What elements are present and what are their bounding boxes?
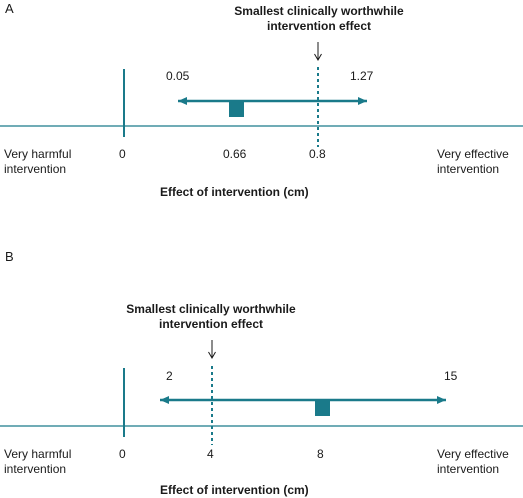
- panel-b-graphic: [0, 340, 523, 445]
- panel-a-graphic: [0, 42, 523, 147]
- right-end-label: Very effective intervention: [437, 447, 509, 476]
- ci-lower-label: 2: [166, 369, 173, 383]
- x-axis-title: Effect of intervention (cm): [160, 483, 309, 497]
- tick-label: 4: [207, 447, 214, 461]
- tick-label: 0: [119, 147, 126, 161]
- panel-b: B Smallest clinically worthwhile interve…: [0, 248, 523, 497]
- x-axis-title: Effect of intervention (cm): [160, 185, 309, 199]
- tick-label: 0: [119, 447, 126, 461]
- panel-a: A Smallest clinically worthwhile interve…: [0, 0, 523, 240]
- point-estimate-marker: [229, 102, 244, 117]
- left-end-label: Very harmful intervention: [4, 147, 72, 176]
- tick-label: 8: [317, 447, 324, 461]
- panel-label: A: [5, 1, 14, 16]
- tick-label: 0.66: [223, 147, 247, 161]
- ci-lower-label: 0.05: [166, 69, 190, 83]
- mcid-label: Smallest clinically worthwhile intervent…: [234, 4, 404, 33]
- tick-label: 0.8: [309, 147, 326, 161]
- ci-upper-label: 1.27: [350, 69, 374, 83]
- left-end-label: Very harmful intervention: [4, 447, 72, 476]
- mcid-label: Smallest clinically worthwhile intervent…: [126, 302, 296, 331]
- panel-label: B: [5, 249, 14, 264]
- ci-upper-label: 15: [444, 369, 458, 383]
- point-estimate-marker: [315, 401, 330, 416]
- right-end-label: Very effective intervention: [437, 147, 509, 176]
